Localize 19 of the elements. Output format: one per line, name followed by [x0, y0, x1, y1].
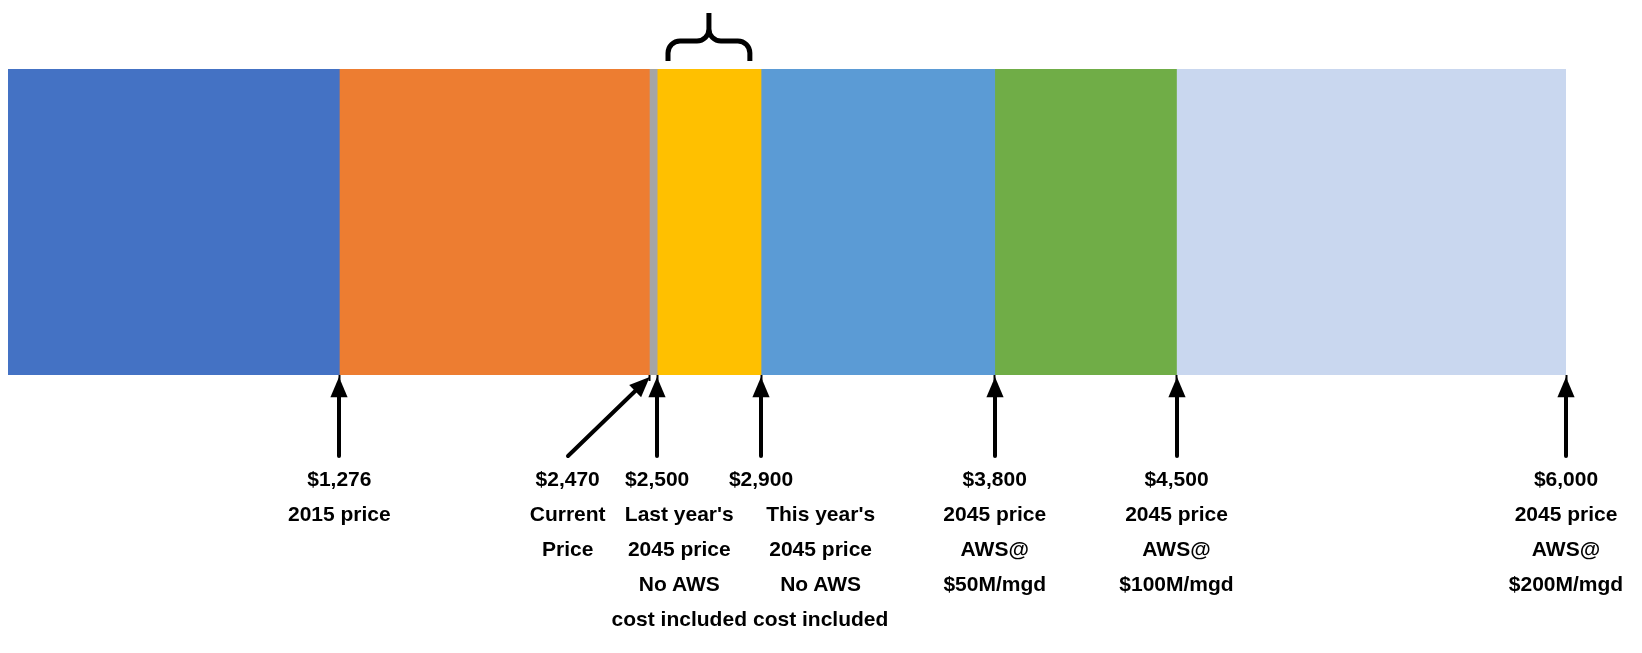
bar	[760, 69, 996, 375]
text: 2045 price AWS@ $200M/mgd	[1508, 502, 1624, 596]
text: 2015 price	[287, 502, 391, 526]
text: 2045 price AWS@ $50M/mgd	[943, 502, 1047, 596]
x-tick-label: $2,900	[728, 467, 794, 491]
x-tick-label: $1,276	[307, 467, 372, 491]
text: This year's 2045 price No AWS cost included	[752, 502, 889, 631]
bar	[339, 69, 650, 375]
bar	[8, 69, 340, 375]
x-tick-label: $4,500	[1144, 467, 1209, 491]
text: Last year's 2045 price No AWS cost included	[611, 502, 747, 631]
bar	[1176, 69, 1566, 375]
text: 2045 price AWS@ $100M/mgd	[1119, 502, 1234, 596]
bar	[994, 69, 1177, 375]
text: $2,470 Current Price	[529, 467, 606, 561]
x-tick-label: $3,800	[962, 467, 1027, 491]
x-tick-label: $2,500	[625, 467, 690, 491]
bar	[656, 69, 762, 375]
x-tick-label: $6,000	[1533, 467, 1599, 491]
